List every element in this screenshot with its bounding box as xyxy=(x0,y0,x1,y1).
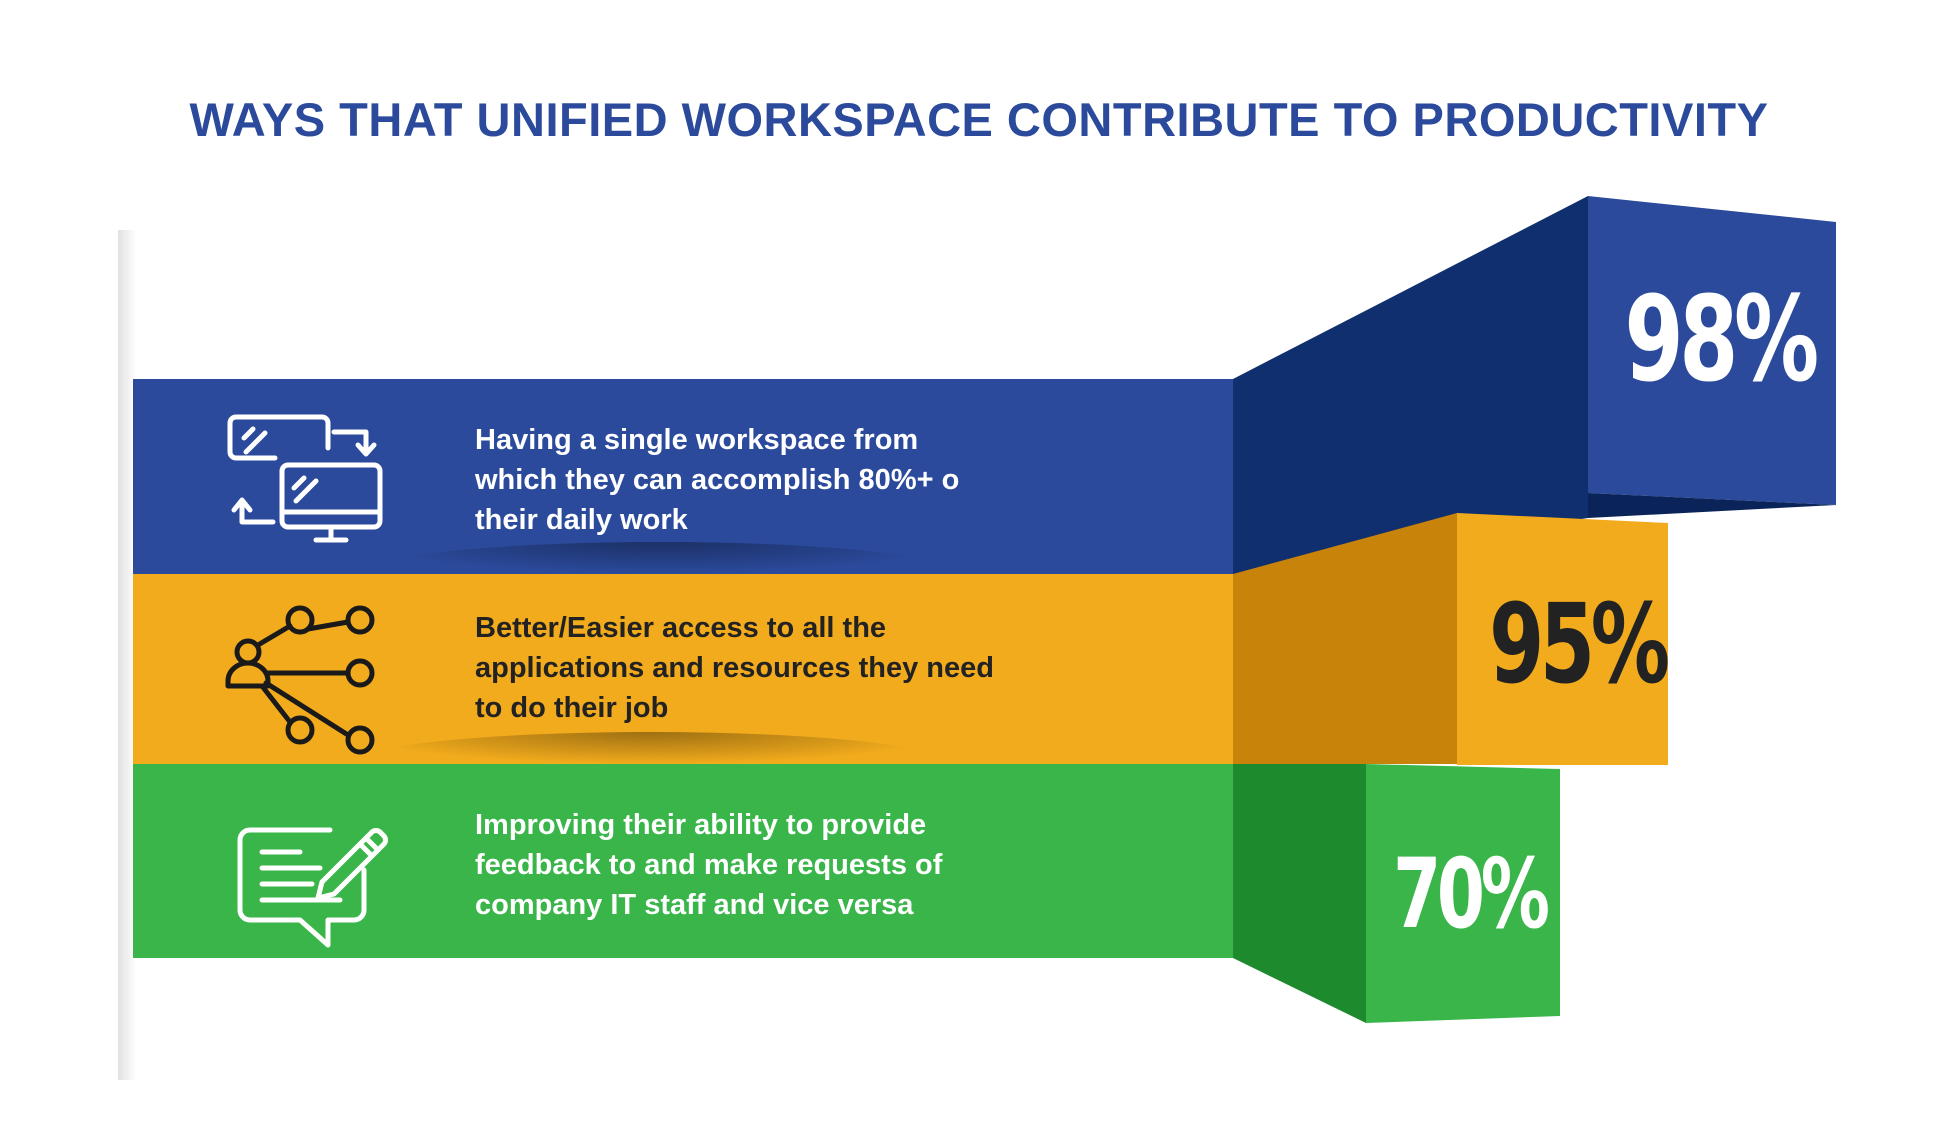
row-3-ramp xyxy=(1233,764,1366,1023)
value-label-98: 98% xyxy=(1624,270,1819,408)
value-label-95: 95% xyxy=(1489,580,1670,708)
row-2-description: Better/Easier access to all the applicat… xyxy=(475,612,994,724)
row-3-description: Improving their ability to provide feedb… xyxy=(475,809,943,921)
row-2-ramp xyxy=(1233,513,1457,764)
monitors-sync-icon xyxy=(227,414,383,543)
left-edge-shadow xyxy=(118,230,136,1080)
row-1-block-bottom xyxy=(1588,493,1836,518)
chart-title: WAYS THAT UNIFIED WORKSPACE CONTRIBUTE T… xyxy=(189,93,1769,146)
row-2-shadow xyxy=(360,542,960,606)
row-3-strip xyxy=(133,764,1233,958)
feedback-edit-icon xyxy=(237,827,388,948)
row-1-ramp xyxy=(1233,196,1588,574)
value-label-70: 70% xyxy=(1393,838,1550,950)
row-1-description: Having a single workspace from which the… xyxy=(475,424,960,536)
row-2-value-block xyxy=(1457,513,1668,765)
row-1-value-block xyxy=(1588,196,1836,505)
network-share-icon xyxy=(225,605,375,755)
row-3-value-block xyxy=(1366,764,1560,1023)
row-3-shadow xyxy=(350,732,950,796)
